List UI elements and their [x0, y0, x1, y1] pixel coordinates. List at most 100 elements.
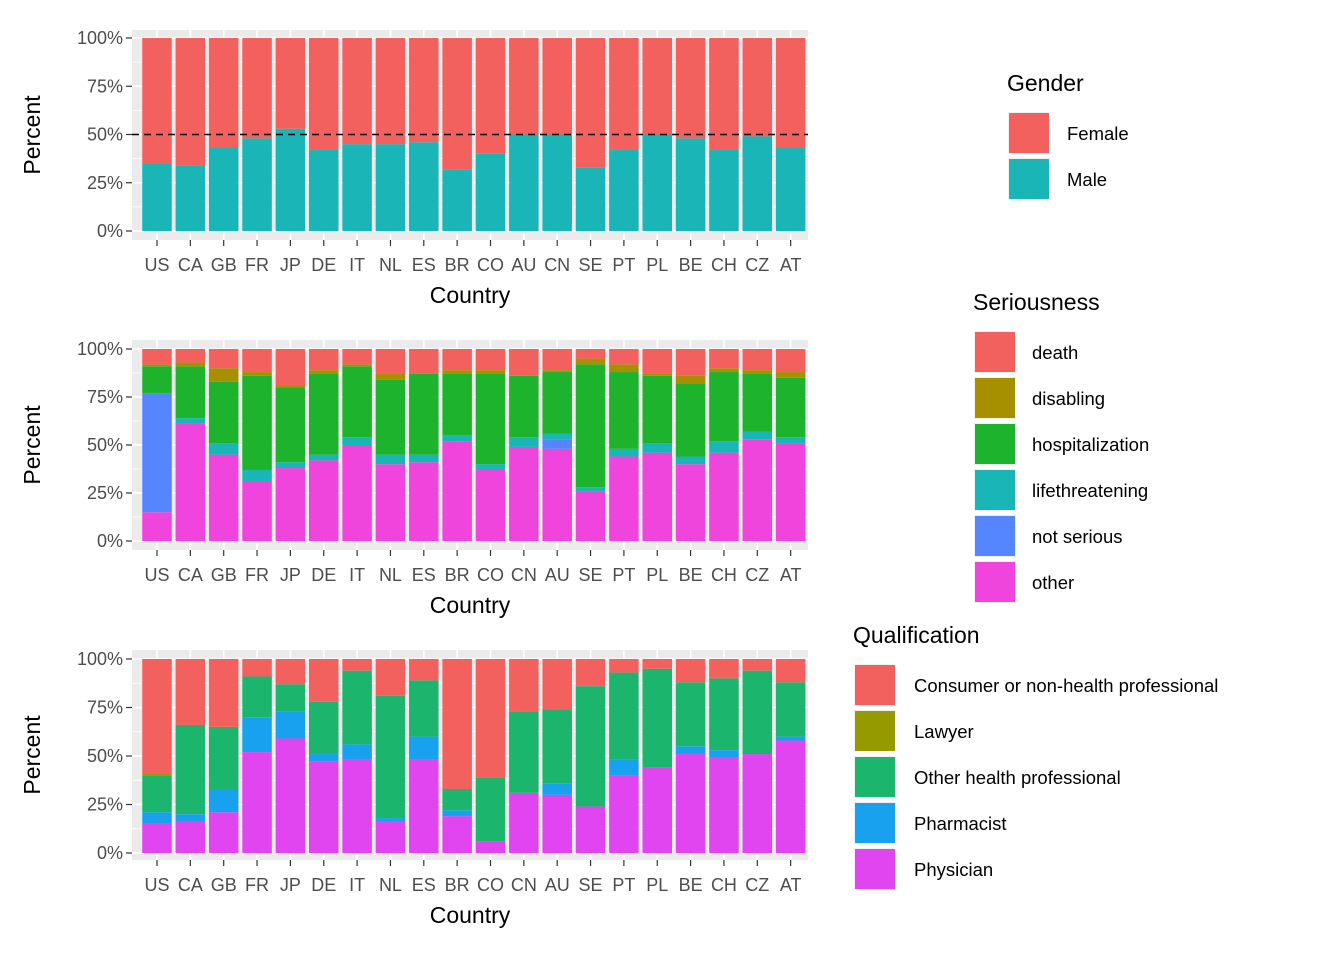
bar-segment-death-ch — [709, 349, 739, 369]
x-tick-label-de: DE — [311, 565, 336, 585]
bar-segment-other-ch — [709, 452, 739, 541]
bar-segment-disabling-se — [575, 358, 606, 365]
x-tick-label-be: BE — [679, 255, 703, 275]
legend-key-female — [1009, 113, 1049, 153]
bar-segment-consumer-or-non-health-professional-se — [575, 659, 606, 687]
bar-segment-disabling-ca — [175, 362, 206, 367]
bar-segment-other-gb — [208, 454, 239, 541]
x-tick-label-cn: CN — [511, 565, 537, 585]
bar-segment-hospitalization-be — [675, 383, 706, 457]
bar-segment-female-be — [675, 38, 706, 139]
bar-segment-death-cn — [509, 349, 539, 376]
bar-segment-other-se — [575, 491, 606, 541]
bar-segment-death-co — [475, 349, 506, 371]
bar-segment-physician-fr — [242, 752, 272, 853]
bar-segment-consumer-or-non-health-professional-ch — [709, 659, 739, 679]
x-tick-label-jp: JP — [280, 875, 301, 895]
bar-segment-female-it — [342, 38, 372, 145]
bar-segment-other-health-professional-pl — [642, 668, 672, 768]
legend-key-death — [975, 332, 1015, 372]
bar-segment-male-nl — [375, 144, 406, 231]
bar-segment-female-cn — [542, 38, 572, 135]
bar-segment-other-health-professional-fr — [242, 676, 272, 718]
bar-segment-physician-se — [575, 806, 606, 853]
bar-segment-hospitalization-es — [409, 373, 439, 455]
y-tick-label: 0% — [97, 843, 123, 863]
x-tick-label-nl: NL — [379, 875, 402, 895]
x-tick-label-ch: CH — [711, 875, 737, 895]
bar-segment-hospitalization-cz — [742, 373, 773, 432]
bar-segment-male-cz — [742, 136, 773, 231]
x-tick-label-es: ES — [412, 875, 436, 895]
bar-segment-physician-be — [675, 754, 706, 853]
bar-segment-lifethreatening-at — [775, 437, 806, 444]
bar-segment-pharmacist-ca — [175, 814, 206, 822]
x-tick-label-co: CO — [477, 565, 504, 585]
x-tick-label-de: DE — [311, 255, 336, 275]
y-tick-label: 100% — [77, 649, 123, 669]
legend-key-lifethreatening — [975, 470, 1015, 510]
y-tick-label: 100% — [77, 28, 123, 48]
legend-key-other-health-professional — [855, 757, 895, 797]
bar-segment-death-us — [142, 349, 172, 365]
bar-segment-female-ch — [709, 38, 739, 150]
bar-segment-male-pl — [642, 134, 672, 231]
legend-key-pharmacist — [855, 803, 895, 843]
bar-segment-other-nl — [375, 464, 406, 541]
x-tick-label-nl: NL — [379, 565, 402, 585]
x-tick-label-ca: CA — [178, 565, 203, 585]
bar-segment-other-health-professional-ca — [175, 724, 206, 815]
x-tick-label-co: CO — [477, 875, 504, 895]
bar-segment-lifethreatening-be — [675, 456, 706, 465]
bar-segment-lifethreatening-au — [542, 433, 572, 440]
bar-segment-lifethreatening-cz — [742, 431, 773, 440]
bar-segment-pharmacist-br — [442, 810, 472, 817]
bar-segment-other-health-professional-br — [442, 788, 472, 811]
bar-segment-disabling-pt — [609, 364, 639, 373]
x-tick-label-us: US — [144, 565, 169, 585]
bar-segment-pharmacist-at — [775, 736, 806, 741]
bar-segment-male-au — [509, 134, 539, 231]
bar-segment-other-be — [675, 464, 706, 541]
bar-segment-female-co — [475, 38, 506, 154]
legend-key-other — [975, 562, 1015, 602]
bar-segment-not-serious-us — [142, 393, 172, 513]
bar-segment-other-co — [475, 469, 506, 541]
x-tick-label-pl: PL — [646, 565, 668, 585]
bar-segment-consumer-or-non-health-professional-it — [342, 659, 372, 671]
bar-segment-female-cz — [742, 38, 773, 137]
bar-segment-consumer-or-non-health-professional-cz — [742, 659, 773, 671]
legend-key-male — [1009, 159, 1049, 199]
bar-segment-hospitalization-us — [142, 366, 172, 394]
bar-segment-pharmacist-be — [675, 746, 706, 755]
bar-segment-pharmacist-fr — [242, 717, 272, 753]
bar-segment-consumer-or-non-health-professional-jp — [275, 659, 306, 685]
bar-segment-consumer-or-non-health-professional-be — [675, 659, 706, 683]
bar-segment-pharmacist-it — [342, 744, 372, 760]
bar-segment-disabling-cz — [742, 370, 773, 374]
bar-segment-male-co — [475, 153, 506, 231]
bar-segment-consumer-or-non-health-professional-nl — [375, 659, 406, 696]
legend-title: Qualification — [853, 622, 980, 648]
bar-segment-male-ca — [175, 165, 206, 231]
bar-segment-female-es — [409, 38, 439, 143]
bar-segment-male-se — [575, 167, 606, 231]
bar-segment-lifethreatening-jp — [275, 462, 306, 469]
bar-segment-pharmacist-nl — [375, 818, 406, 822]
bar-segment-lifethreatening-de — [309, 454, 339, 461]
bar-segment-physician-cn — [509, 792, 539, 853]
bar-segment-death-at — [775, 349, 806, 373]
x-tick-label-be: BE — [679, 875, 703, 895]
bar-segment-lifethreatening-ca — [175, 418, 206, 424]
bar-segment-lifethreatening-pt — [609, 448, 639, 457]
legend-key-not-serious — [975, 516, 1015, 556]
legend-label: disabling — [1032, 388, 1105, 409]
bar-segment-female-br — [442, 38, 472, 170]
bar-segment-other-ca — [175, 423, 206, 541]
bar-segment-male-at — [775, 148, 806, 231]
x-tick-label-pt: PT — [612, 255, 635, 275]
bar-segment-physician-us — [142, 823, 172, 853]
bar-segment-other-health-professional-pt — [609, 672, 639, 760]
bar-segment-death-au — [542, 349, 572, 371]
x-tick-label-fr: FR — [245, 565, 269, 585]
